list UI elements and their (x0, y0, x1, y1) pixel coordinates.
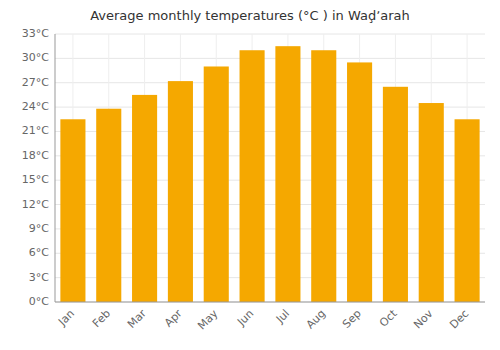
y-tick-label: 12°C (22, 198, 49, 211)
bar (383, 87, 408, 302)
x-tick-label: May (195, 307, 221, 333)
bar (96, 109, 121, 302)
x-tick-label: Sep (340, 307, 364, 331)
y-axis-line (55, 34, 56, 302)
x-axis-line (55, 302, 485, 303)
bar (60, 119, 85, 302)
title: Average monthly temperatures (°C ) in Wa… (90, 8, 410, 23)
y-grid-line (55, 82, 485, 83)
y-tick-label: 18°C (22, 149, 49, 162)
bar (419, 103, 444, 302)
grid (55, 34, 485, 302)
x-tick-label: Aug (304, 307, 328, 331)
x-tick-label: Dec (447, 307, 471, 331)
bar (311, 50, 336, 302)
y-grid-line (55, 302, 485, 303)
y-tick-label: 9°C (29, 222, 49, 235)
chart: 0°C 3°C 6°C 9°C 12°C 15°C 18°C 21°C 24°C 27°C 30°C… (0, 0, 500, 350)
x-tick-label: Jul (273, 307, 292, 326)
y-tick-label: 24°C (22, 100, 49, 113)
bar (204, 66, 229, 302)
y-tick-label: 3°C (29, 271, 49, 284)
bar (168, 81, 193, 302)
y-tick-label: 30°C (22, 51, 49, 64)
bars (60, 46, 479, 302)
x-tick-label: Jun (234, 307, 256, 329)
x-tick-label: Oct (377, 307, 400, 330)
y-tick-label: 27°C (22, 76, 49, 89)
y-tick-label: 21°C (22, 124, 49, 137)
bar (347, 62, 372, 302)
y-tick-label: 33°C (22, 27, 49, 40)
bar (275, 46, 300, 302)
chart-container: 0°C 3°C 6°C 9°C 12°C 15°C 18°C 21°C 24°C 27°C 30°C… (0, 0, 500, 350)
y-grid-line (55, 34, 485, 35)
bar (455, 119, 480, 302)
x-tick-label: Jan (55, 307, 77, 329)
axes: 0°C 3°C 6°C 9°C 12°C 15°C 18°C 21°C 24°C 27°C 30°C… (22, 27, 485, 332)
x-tick-label: Mar (125, 307, 149, 331)
x-tick-label: Nov (411, 307, 436, 332)
y-grid-line (55, 58, 485, 59)
y-tick-label: 0°C (29, 295, 49, 308)
bar (132, 95, 157, 302)
x-tick-label: Apr (162, 307, 185, 330)
y-tick-label: 6°C (29, 246, 49, 259)
y-tick-label: 15°C (22, 173, 49, 186)
bar (240, 50, 265, 302)
x-tick-label: Feb (90, 307, 113, 330)
